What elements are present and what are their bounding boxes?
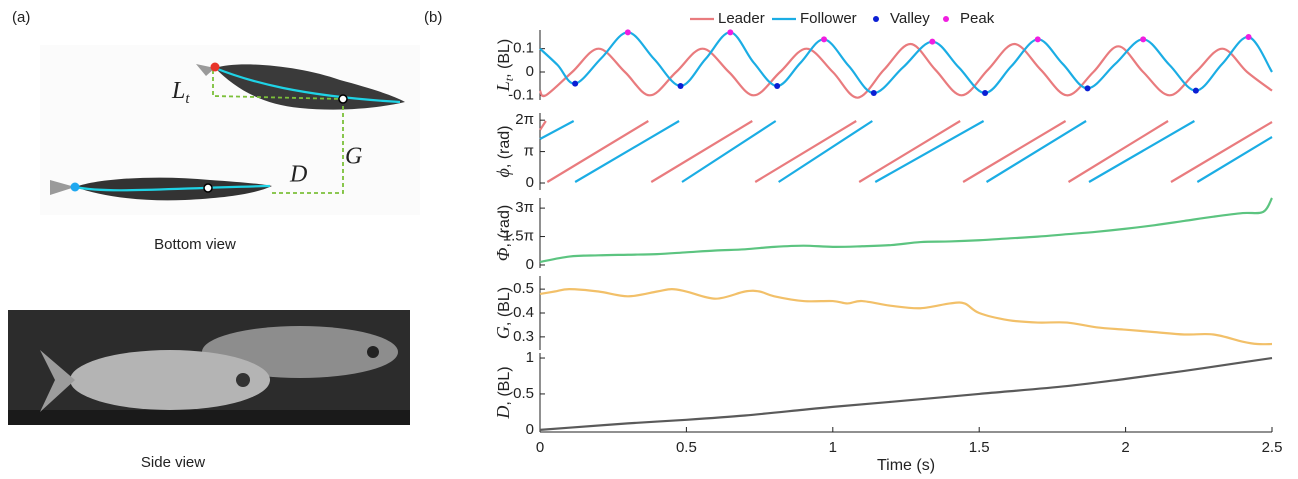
legend-label: Leader [718, 10, 765, 27]
y-label-unit: , (BL) [496, 39, 513, 78]
series-line [539, 356, 1273, 431]
midline [214, 66, 401, 104]
marker [1034, 36, 1041, 43]
y-tick-label: 0.1 [513, 40, 534, 57]
y-tick-label: 1 [526, 349, 534, 366]
annotation: G [345, 144, 362, 170]
series-line [539, 288, 1273, 346]
y-tick-label: 0.5 [513, 385, 534, 402]
fish-eye [236, 373, 250, 387]
legend-marker [943, 16, 949, 22]
legend-label: Peak [960, 10, 995, 27]
fish-eye [367, 346, 379, 358]
x-tick-label: 0.5 [676, 439, 697, 456]
annotation: D [289, 162, 307, 188]
marker [870, 90, 877, 96]
y-label-symbol: Φ [493, 247, 513, 261]
legend-marker [873, 16, 879, 22]
y-label-symbol: ϕ [493, 168, 513, 177]
series-line [539, 42, 1273, 99]
tail-marker [70, 182, 80, 192]
y-tick-label: 0 [526, 63, 534, 80]
y-label-unit: , (rad) [496, 126, 513, 169]
side-floor [8, 410, 410, 425]
distance-lines [212, 70, 344, 194]
caption: Bottom view [154, 236, 236, 253]
y-tick-label: 1.5π [503, 228, 534, 245]
panel-label: (a) [12, 9, 30, 26]
y-tick-label: 0.4 [513, 304, 534, 321]
y-label-unit: , (rad) [496, 205, 513, 248]
y-label-unit: , (BL) [496, 366, 513, 405]
y-axis-label: Φ, (rad) [493, 205, 513, 261]
midline [74, 184, 271, 192]
marker [982, 90, 989, 96]
x-tick-label: 0 [536, 439, 544, 456]
marker [624, 29, 631, 36]
y-axis-label: ϕ, (rad) [493, 126, 513, 178]
y-label-symbol: L [493, 81, 513, 92]
x-tick-label: 1 [829, 439, 837, 456]
fish-tail [40, 350, 75, 412]
panel-a: (a) Lt G D Bottom view Side view [8, 9, 420, 471]
annotation-symbol: L [171, 78, 185, 104]
y-tick-label: 3π [515, 199, 534, 216]
y-label-symbol: D [493, 406, 513, 420]
x-tick-label: 1.5 [969, 439, 990, 456]
marker [1245, 34, 1252, 40]
marker [929, 38, 936, 45]
marker [727, 29, 734, 36]
marker [1140, 36, 1147, 43]
marker [1192, 87, 1199, 94]
series-line [539, 197, 1273, 264]
annotation-subscript: t [185, 91, 190, 107]
x-tick-label: 2.5 [1262, 439, 1283, 456]
y-tick-label: 2π [515, 111, 534, 128]
fish-tail [50, 180, 75, 195]
x-tick-label: 2 [1121, 439, 1129, 456]
y-tick-label: 0 [526, 256, 534, 273]
y-label-unit: , (BL) [496, 287, 513, 326]
series-line [539, 31, 1273, 95]
caption: Side view [141, 454, 205, 471]
series-line [539, 120, 1273, 183]
marker [1084, 85, 1091, 92]
y-axis-label: Lt, (BL) [493, 39, 516, 92]
series-line [539, 120, 1273, 183]
fish-side [70, 350, 270, 410]
marker [821, 36, 828, 43]
y-axis-label: D, (BL) [493, 366, 513, 419]
y-tick-label: π [524, 143, 534, 160]
panel-b: -0.100.1Lt, (BL)Leader Follower Valley Peak… [493, 10, 1282, 474]
legend-label: Follower [800, 10, 857, 27]
y-tick-label: -0.1 [508, 86, 534, 103]
x-axis-label: Time (s) [877, 457, 935, 474]
y-tick-label: 0 [526, 174, 534, 191]
centroid [203, 183, 213, 193]
marker [572, 80, 579, 87]
marker [677, 83, 684, 89]
y-label-subscript: t [502, 77, 516, 81]
y-tick-label: 0.3 [513, 328, 534, 345]
legend-label: Valley [890, 10, 930, 27]
panel-label: (b) [424, 9, 442, 26]
fish-tail [196, 64, 215, 76]
annotation: Lt [171, 78, 190, 108]
centroid [338, 94, 348, 104]
y-label-symbol: G [493, 326, 513, 339]
y-tick-label: 0 [526, 421, 534, 438]
tail-marker [210, 62, 220, 72]
marker [774, 83, 781, 89]
y-tick-label: 0.5 [513, 280, 534, 297]
y-axis-label: G, (BL) [493, 287, 513, 339]
